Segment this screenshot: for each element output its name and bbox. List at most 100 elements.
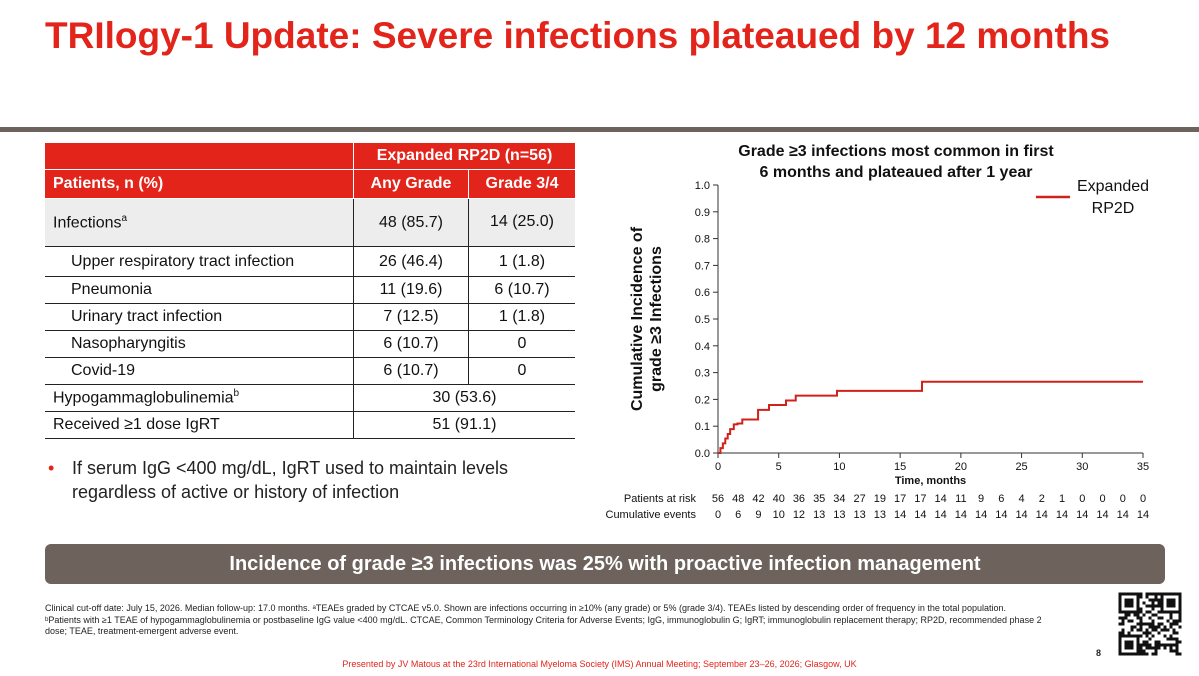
table-cell: 0 — [468, 330, 575, 358]
risk-patients-value: 48 — [732, 493, 744, 505]
key-finding-banner: Incidence of grade ≥3 infections was 25%… — [45, 544, 1165, 584]
legend-label-line-1: Expanded — [1077, 178, 1149, 195]
table-row-header: Patients, n (%) — [45, 169, 354, 199]
legend-label-line-2: RP2D — [1092, 200, 1135, 217]
risk-patients-value: 14 — [934, 493, 946, 505]
risk-patients-value: 17 — [914, 493, 926, 505]
table-cell: 48 (85.7) — [353, 198, 469, 247]
table-cell: 7 (12.5) — [353, 303, 469, 331]
table-row-label: Nasopharyngitis — [45, 330, 354, 358]
risk-events-value: 13 — [813, 509, 825, 521]
x-tick-label: 5 — [776, 461, 782, 473]
bullet-text: If serum IgG <400 mg/dL, IgRT used to ma… — [72, 458, 509, 502]
risk-patients-value: 9 — [978, 493, 984, 505]
risk-events-value: 6 — [735, 509, 741, 521]
table-row: Urinary tract infection 7 (12.5) 1 (1.8) — [45, 303, 575, 331]
risk-events-value: 14 — [1076, 509, 1088, 521]
y-axis-label: Cumulative Incidence of grade ≥3 Infecti… — [629, 226, 665, 411]
table-cell: 6 (10.7) — [353, 330, 469, 358]
risk-patients-value: 0 — [1140, 493, 1146, 505]
title-divider — [0, 127, 1199, 132]
table-group-header: Expanded RP2D (n=56) — [353, 143, 575, 170]
risk-patients-value: 11 — [955, 493, 966, 505]
y-tick-label: 1.0 — [695, 180, 710, 192]
y-axis-label-line-1: Cumulative Incidence of — [629, 226, 646, 411]
x-axis-label: Time, months — [895, 475, 966, 487]
table-row: Hypogammaglobulinemiab 30 (53.6) — [45, 384, 575, 412]
table-cell: 6 (10.7) — [468, 276, 575, 304]
presented-by: Presented by JV Matous at the 23rd Inter… — [342, 659, 857, 669]
y-tick-label: 0.9 — [695, 207, 710, 219]
risk-table-patients-label: Patients at risk — [624, 493, 697, 505]
table-row-label: Covid-19 — [45, 357, 354, 385]
chart-title-line-2: 6 months and plateaued after 1 year — [760, 164, 1033, 181]
risk-patients-value: 27 — [854, 493, 866, 505]
risk-events-value: 14 — [1117, 509, 1129, 521]
table-row-label: Urinary tract infection — [45, 303, 354, 331]
page-number: 8 — [1096, 648, 1102, 658]
x-tick-label: 25 — [1015, 461, 1027, 473]
risk-events-value: 14 — [1056, 509, 1068, 521]
risk-events-value: 14 — [1137, 509, 1149, 521]
risk-patients-value: 40 — [773, 493, 785, 505]
risk-events-value: 14 — [894, 509, 906, 521]
risk-patients-value: 1 — [1059, 493, 1065, 505]
y-tick-label: 0.5 — [695, 314, 710, 326]
x-tick-label: 0 — [715, 461, 721, 473]
table-row-label: Upper respiratory tract infection — [45, 246, 354, 277]
risk-events-value: 13 — [854, 509, 866, 521]
table-cell: 11 (19.6) — [353, 276, 469, 304]
table-cell: 1 (1.8) — [468, 246, 575, 277]
table-row: Nasopharyngitis 6 (10.7) 0 — [45, 330, 575, 358]
table-cell: 0 — [468, 357, 575, 385]
table-cell: 26 (46.4) — [353, 246, 469, 277]
risk-events-value: 13 — [874, 509, 886, 521]
y-axis-label-line-2: grade ≥3 Infections — [648, 246, 665, 392]
footnote-2: ᵇPatients with ≥1 TEAE of hypogammaglobu… — [45, 614, 1042, 637]
table-row: Infectionsa 48 (85.7) 14 (25.0) — [45, 198, 575, 247]
table-row: Upper respiratory tract infection 26 (46… — [45, 246, 575, 277]
y-tick-label: 0.1 — [695, 421, 710, 433]
footnotes: Clinical cut-off date: July 15, 2026. Me… — [45, 603, 1065, 638]
table-header-blank — [45, 143, 354, 170]
risk-events-value: 13 — [833, 509, 845, 521]
risk-patients-value: 0 — [1079, 493, 1085, 505]
risk-patients-value: 56 — [712, 493, 724, 505]
risk-patients-value: 17 — [894, 493, 906, 505]
y-tick-label: 0.6 — [695, 287, 710, 299]
y-tick-label: 0.4 — [695, 341, 710, 353]
x-tick-label: 20 — [955, 461, 967, 473]
x-tick-label: 30 — [1076, 461, 1088, 473]
table-row: Covid-19 6 (10.7) 0 — [45, 357, 575, 385]
y-tick-label: 0.8 — [695, 234, 710, 246]
table-cell: 1 (1.8) — [468, 303, 575, 331]
risk-events-value: 14 — [1096, 509, 1108, 521]
risk-patients-value: 42 — [752, 493, 764, 505]
table-row: Received ≥1 dose IgRT 51 (91.1) — [45, 411, 575, 439]
table-row-label: Received ≥1 dose IgRT — [45, 411, 354, 439]
table-col-grade-3-4: Grade 3/4 — [468, 169, 575, 199]
table-row-label: Infectionsa — [45, 198, 354, 247]
risk-patients-value: 2 — [1039, 493, 1045, 505]
risk-events-value: 14 — [1015, 509, 1027, 521]
y-tick-labels: 0.0 0.1 0.2 0.3 0.4 0.5 0.6 0.7 0.8 0.9 1.0 — [695, 180, 710, 460]
y-tick-label: 0.7 — [695, 260, 710, 272]
table-cell: 51 (91.1) — [353, 411, 575, 439]
table-col-any-grade: Any Grade — [353, 169, 469, 199]
risk-events-value: 14 — [995, 509, 1007, 521]
x-tick-label: 10 — [833, 461, 845, 473]
y-tick-label: 0.3 — [695, 368, 710, 380]
risk-events-value: 14 — [955, 509, 967, 521]
risk-events-value: 9 — [755, 509, 761, 521]
table-header-row: Expanded RP2D (n=56) — [45, 143, 575, 170]
risk-patients-value: 35 — [813, 493, 825, 505]
risk-table-values: 5604864294010361235133413271319131714171… — [712, 493, 1149, 521]
table-cell: 14 (25.0) — [468, 198, 575, 247]
series-line-expanded-rp2d — [718, 380, 1143, 454]
y-tick-label: 0.0 — [695, 448, 710, 460]
risk-patients-value: 36 — [793, 493, 805, 505]
table-cell: 30 (53.6) — [353, 384, 575, 412]
table-row: Pneumonia 11 (19.6) 6 (10.7) — [45, 276, 575, 304]
qr-code-icon[interactable] — [1117, 591, 1183, 657]
risk-events-value: 0 — [715, 509, 721, 521]
